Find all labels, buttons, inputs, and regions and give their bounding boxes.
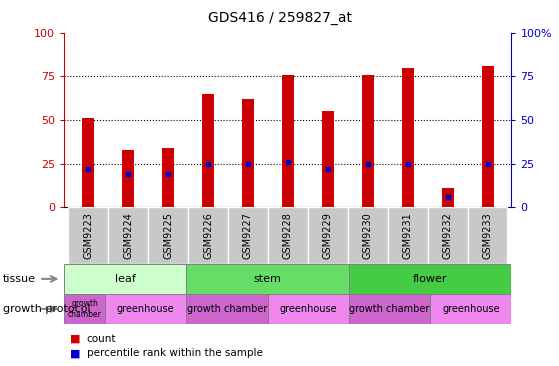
- Text: GSM9233: GSM9233: [482, 212, 492, 259]
- Text: GSM9228: GSM9228: [283, 212, 293, 259]
- Text: ■: ■: [70, 348, 80, 358]
- Text: stem: stem: [254, 274, 282, 284]
- Bar: [430, 294, 511, 324]
- Bar: [481, 66, 494, 207]
- Text: count: count: [87, 333, 116, 344]
- Text: flower: flower: [413, 274, 447, 284]
- Bar: [268, 294, 349, 324]
- Text: GSM9227: GSM9227: [243, 212, 253, 259]
- Text: growth chamber: growth chamber: [187, 304, 267, 314]
- Bar: [202, 94, 214, 207]
- Bar: [282, 75, 294, 207]
- Bar: [242, 99, 254, 207]
- Bar: [349, 294, 430, 324]
- Text: growth protocol: growth protocol: [3, 304, 91, 314]
- Text: GSM9231: GSM9231: [402, 212, 413, 259]
- Bar: [349, 264, 511, 294]
- Text: greenhouse: greenhouse: [442, 304, 500, 314]
- Text: leaf: leaf: [115, 274, 136, 284]
- Bar: [122, 150, 134, 207]
- Bar: [348, 207, 388, 264]
- Text: growth chamber: growth chamber: [349, 304, 430, 314]
- Text: tissue: tissue: [3, 274, 36, 284]
- Bar: [467, 207, 508, 264]
- Text: growth
chamber: growth chamber: [68, 299, 102, 319]
- Bar: [186, 264, 349, 294]
- Text: GSM9226: GSM9226: [203, 212, 213, 259]
- Text: GSM9225: GSM9225: [163, 212, 173, 259]
- Text: GDS416 / 259827_at: GDS416 / 259827_at: [207, 11, 352, 25]
- Bar: [162, 148, 174, 207]
- Text: GSM9229: GSM9229: [323, 212, 333, 259]
- Bar: [105, 294, 186, 324]
- Text: GSM9224: GSM9224: [123, 212, 133, 259]
- Text: greenhouse: greenhouse: [117, 304, 174, 314]
- Text: ■: ■: [70, 333, 80, 344]
- Bar: [402, 68, 414, 207]
- Bar: [388, 207, 428, 264]
- Bar: [68, 207, 108, 264]
- Bar: [188, 207, 228, 264]
- Bar: [82, 118, 94, 207]
- Bar: [228, 207, 268, 264]
- Text: greenhouse: greenhouse: [280, 304, 337, 314]
- Text: GSM9223: GSM9223: [83, 212, 93, 259]
- Bar: [442, 188, 453, 207]
- Text: GSM9230: GSM9230: [363, 212, 373, 259]
- Bar: [148, 207, 188, 264]
- Bar: [64, 294, 105, 324]
- Bar: [428, 207, 467, 264]
- Bar: [64, 264, 186, 294]
- Text: percentile rank within the sample: percentile rank within the sample: [87, 348, 263, 358]
- Bar: [186, 294, 268, 324]
- Text: GSM9232: GSM9232: [443, 212, 453, 259]
- Bar: [322, 111, 334, 207]
- Bar: [362, 75, 374, 207]
- Bar: [308, 207, 348, 264]
- Bar: [268, 207, 308, 264]
- Bar: [108, 207, 148, 264]
